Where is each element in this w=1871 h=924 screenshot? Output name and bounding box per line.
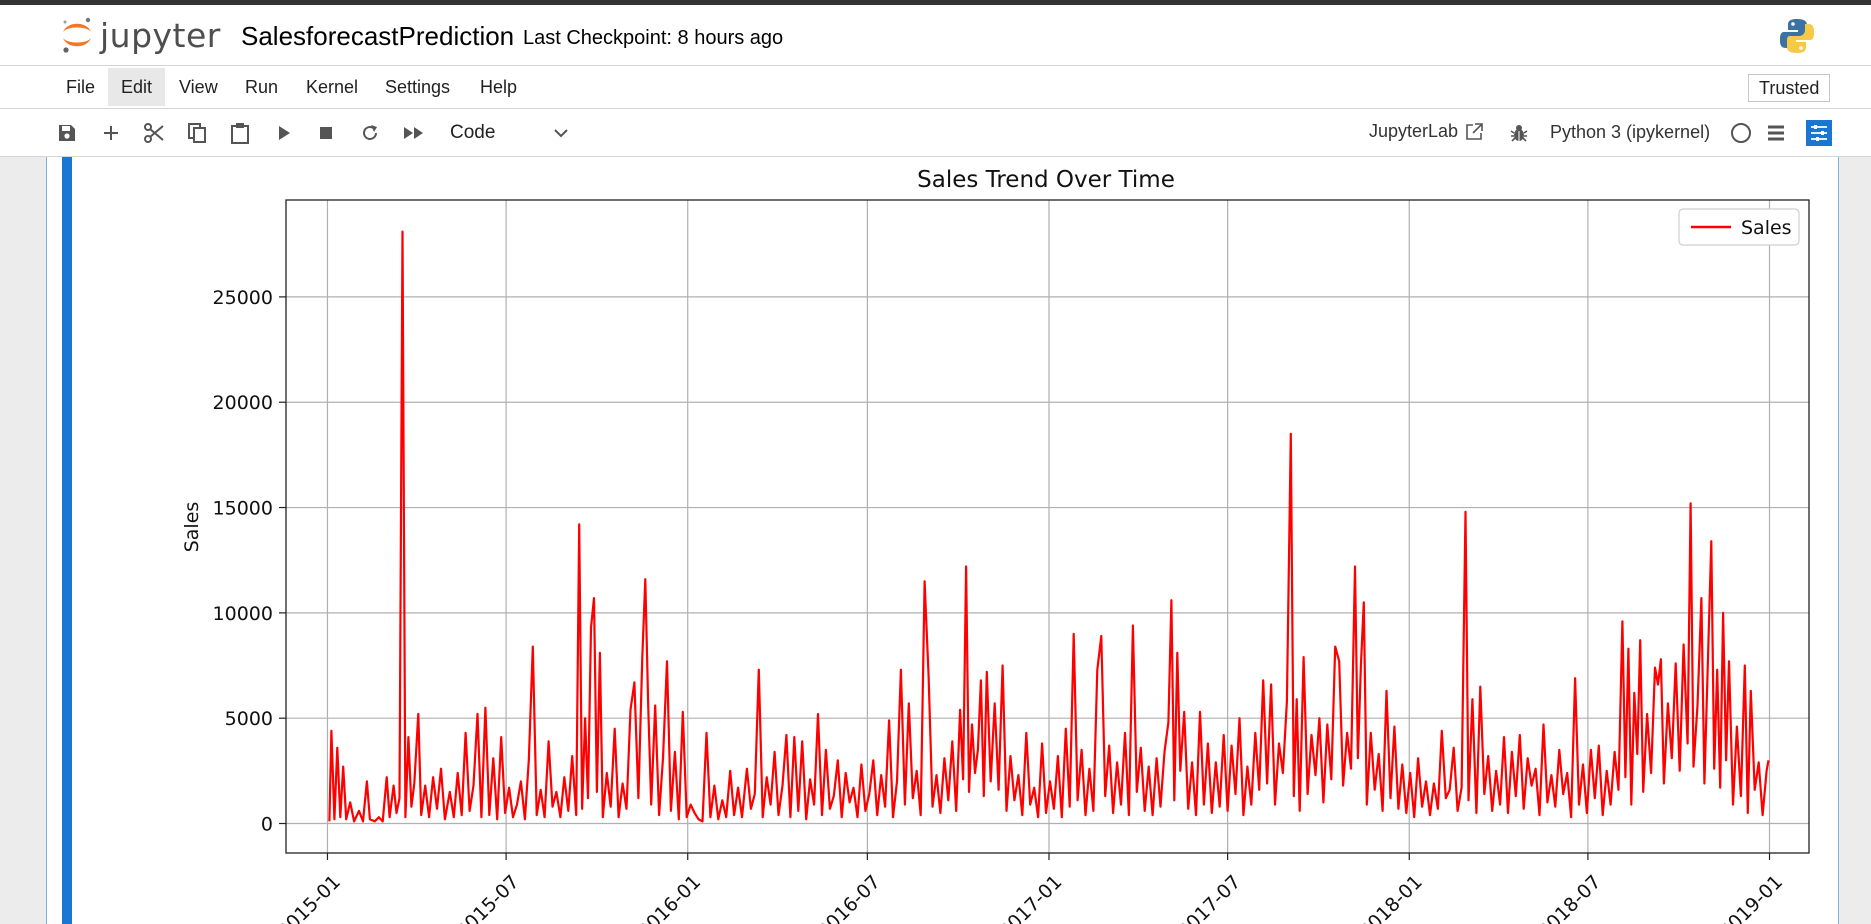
y-tick-label: 15000	[213, 498, 273, 520]
paste-icon	[231, 123, 249, 144]
plot-frame	[285, 199, 1810, 854]
jupyterlab-label: JupyterLab	[1369, 121, 1459, 141]
cut-button[interactable]	[140, 119, 168, 147]
add-cell-icon	[104, 126, 118, 140]
kernel-name[interactable]: Python 3 (ipykernel)	[1550, 122, 1711, 142]
x-tick-label: 2016-07	[813, 871, 885, 924]
python-logo	[1778, 17, 1816, 60]
notebook-title[interactable]: SalesforecastPrediction	[241, 21, 515, 51]
run-all-button[interactable]	[400, 119, 428, 147]
jupyter-logo[interactable]: jupyter	[60, 11, 221, 59]
chart-ticks: 2015-01 2015-07 2016-01 2016-07 2017-01 2017-…	[213, 287, 1788, 924]
chart-grid	[286, 200, 1809, 853]
paste-button[interactable]	[226, 119, 254, 147]
menu-file[interactable]: File	[66, 77, 96, 97]
bug-icon	[1510, 125, 1528, 142]
menu-bar: File Edit View Run Kernel Settings Help …	[0, 66, 1871, 109]
notebook-header: jupyter SalesforecastPrediction Last Che…	[0, 5, 1871, 66]
y-tick-label: 0	[261, 814, 273, 836]
kernel-status-indicator	[1731, 123, 1751, 143]
jupyter-logo-icon	[63, 17, 91, 53]
restart-icon	[363, 125, 377, 140]
save-button[interactable]	[53, 119, 81, 147]
fast-forward-icon	[404, 127, 423, 139]
open-jupyterlab-link[interactable]: JupyterLab	[1369, 121, 1484, 142]
menu-settings[interactable]: Settings	[385, 77, 451, 97]
x-tick-label: 2016-01	[634, 871, 706, 924]
run-button[interactable]	[270, 119, 298, 147]
debugger-button[interactable]	[1505, 119, 1533, 147]
chart-series	[328, 230, 1770, 823]
x-tick-label: 2015-07	[452, 871, 524, 924]
python-logo-icon	[1780, 19, 1814, 53]
top-edge-bar	[0, 0, 1871, 5]
chart-title: Sales Trend Over Time	[917, 167, 1175, 193]
y-tick-label: 10000	[213, 603, 273, 625]
x-tick-label: 2017-01	[995, 871, 1067, 924]
active-cell-indicator[interactable]	[62, 157, 72, 924]
x-tick-label: 2017-07	[1173, 871, 1245, 924]
run-icon	[279, 126, 290, 140]
add-cell-button[interactable]	[97, 119, 125, 147]
trusted-indicator[interactable]: Trusted	[1748, 74, 1831, 102]
cell-type-select[interactable]: Code	[440, 118, 570, 148]
y-tick-label: 5000	[225, 708, 273, 730]
external-link-icon	[1466, 122, 1483, 140]
menu-view[interactable]: View	[179, 77, 218, 97]
chart-legend: Sales	[1678, 208, 1800, 246]
property-inspector-button[interactable]	[1806, 120, 1832, 146]
restart-button[interactable]	[356, 119, 384, 147]
x-tick-label: 2019-01	[1715, 871, 1787, 924]
last-checkpoint: Last Checkpoint: 8 hours ago	[523, 27, 784, 49]
stop-button[interactable]	[312, 119, 340, 147]
sales-line	[328, 230, 1770, 823]
chevron-down-icon	[554, 129, 568, 138]
menu-kernel[interactable]: Kernel	[306, 77, 359, 97]
y-tick-label: 25000	[213, 287, 273, 309]
toc-button[interactable]	[1762, 119, 1790, 147]
settings-sliders-icon	[1811, 125, 1827, 141]
cut-icon	[144, 123, 164, 143]
jupyter-logo-text: jupyter	[100, 15, 221, 55]
copy-button[interactable]	[183, 119, 211, 147]
save-icon	[59, 125, 75, 141]
legend-label: Sales	[1741, 217, 1792, 239]
x-tick-label: 2015-01	[273, 871, 345, 924]
x-tick-label: 2018-01	[1355, 871, 1427, 924]
menu-help[interactable]: Help	[480, 77, 518, 97]
list-icon	[1768, 125, 1784, 141]
y-axis-label: Sales	[181, 502, 203, 553]
cell-type-value: Code	[450, 122, 496, 143]
menu-edit[interactable]: Edit	[108, 68, 166, 106]
stop-icon	[320, 127, 332, 139]
notebook-toolbar: Code JupyterLab Python 3 (ipykernel)	[0, 109, 1871, 157]
y-tick-label: 20000	[213, 392, 273, 414]
menu-run[interactable]: Run	[245, 77, 279, 97]
copy-icon	[188, 123, 206, 143]
legend-box	[1678, 208, 1800, 246]
x-tick-label: 2018-07	[1534, 871, 1606, 924]
